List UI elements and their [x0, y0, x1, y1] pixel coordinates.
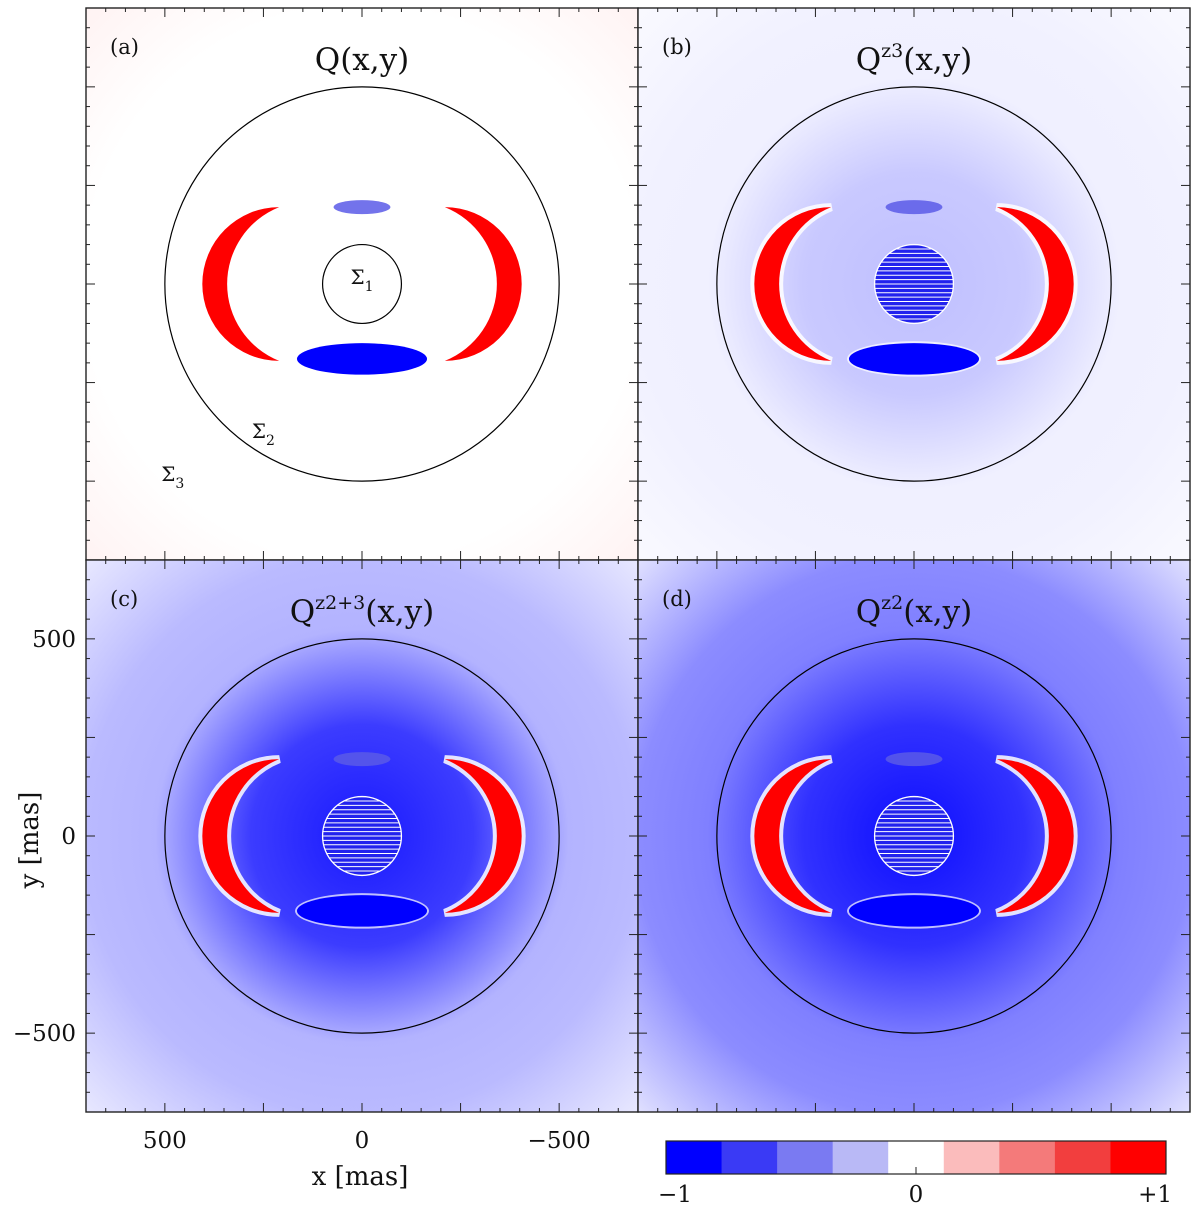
- region-subscript: 3: [175, 476, 184, 492]
- panel-title: Q(x,y): [315, 42, 409, 78]
- inner-boundary-circle: [321, 243, 403, 325]
- y-axis-label: y [mas]: [15, 792, 45, 890]
- outer-boundary-circle: [716, 638, 1112, 1034]
- outer-boundary-circle: [164, 86, 560, 482]
- colorbar-tick-label: −1: [658, 1182, 692, 1207]
- panel-title: Qz2+3(x,y): [290, 592, 435, 630]
- panel-label: (d): [662, 587, 692, 611]
- colorbar-swatch: [1054, 1141, 1111, 1174]
- right-red-crescent: [996, 207, 1074, 361]
- left-red-crescent: [754, 207, 832, 361]
- right-red-crescent: [996, 759, 1074, 913]
- region-label-Sigma1: Σ1: [350, 265, 373, 295]
- left-red-crescent: [754, 759, 832, 913]
- left-red-crescent: [202, 759, 280, 913]
- region-symbol: Σ: [161, 462, 175, 486]
- bottom-blue-lobe: [848, 895, 980, 927]
- left-red-crescent: [202, 207, 280, 361]
- title-base: Q: [290, 594, 315, 630]
- y-tick-label: 500: [32, 627, 76, 653]
- panel-d: (d) Qz2(x,y): [637, 559, 1191, 1113]
- region-symbol: Σ: [252, 419, 266, 443]
- colorbar-swatch: [832, 1141, 889, 1174]
- panel-ticks: [638, 8, 1190, 560]
- top-blue-arc: [333, 752, 391, 767]
- panel-c: (c) Qz2+3(x,y): [85, 559, 639, 1113]
- region-label-Sigma2: Σ2: [252, 419, 275, 449]
- y-tick-label: −500: [13, 1021, 76, 1047]
- colorbar-tick-label: +1: [1138, 1182, 1172, 1207]
- colorbar-swatch: [777, 1141, 834, 1174]
- bottom-blue-lobe: [296, 895, 428, 927]
- title-args: (x,y): [903, 594, 972, 630]
- right-red-crescent: [444, 759, 522, 913]
- title-base: Q: [315, 42, 340, 78]
- title-base: Q: [856, 594, 881, 630]
- bottom-blue-lobe: [296, 343, 428, 375]
- panel-ticks: [638, 560, 1190, 1112]
- panel-label: (a): [110, 35, 139, 59]
- x-tick-label: 0: [355, 1128, 370, 1154]
- region-label-Sigma3: Σ3: [161, 462, 184, 492]
- title-base: Q: [856, 42, 881, 78]
- title-args: (x,y): [903, 42, 972, 78]
- top-blue-arc: [885, 752, 943, 767]
- colorbar-swatch: [1110, 1141, 1167, 1174]
- x-tick-label: 500: [143, 1128, 187, 1154]
- x-tick-label: −500: [528, 1128, 591, 1154]
- top-blue-arc: [333, 200, 391, 215]
- right-red-crescent: [444, 207, 522, 361]
- region-symbol: Σ: [350, 265, 364, 289]
- inner-boundary-circle: [873, 795, 955, 877]
- panel-title: Qz2(x,y): [856, 592, 973, 630]
- colorbar: −1 0 +1: [658, 1140, 1172, 1207]
- panel-label: (c): [110, 587, 138, 611]
- title-superscript: z2: [881, 592, 903, 614]
- title-args: (x,y): [365, 594, 434, 630]
- inner-boundary-circle: [873, 243, 955, 325]
- region-subscript: 1: [365, 279, 374, 295]
- region-subscript: 2: [266, 433, 275, 449]
- colorbar-swatch: [666, 1141, 723, 1174]
- title-superscript: z2+3: [315, 592, 365, 614]
- top-blue-arc: [885, 200, 943, 215]
- colorbar-swatch: [943, 1141, 1000, 1174]
- bottom-blue-lobe: [848, 343, 980, 375]
- panel-title: Qz3(x,y): [856, 40, 973, 78]
- panel-label: (b): [662, 35, 692, 59]
- outer-boundary-circle: [164, 638, 560, 1034]
- outer-boundary-circle: [716, 86, 1112, 482]
- title-args: (x,y): [340, 42, 409, 78]
- title-superscript: z3: [881, 40, 903, 62]
- colorbar-swatch: [999, 1141, 1056, 1174]
- panel-b: (b) Qz3(x,y): [637, 7, 1191, 561]
- colorbar-swatch: [721, 1141, 778, 1174]
- halo-field: [86, 8, 638, 560]
- x-axis-label: x [mas]: [312, 1162, 409, 1192]
- inner-boundary-circle: [321, 795, 403, 877]
- colorbar-tick-label: 0: [909, 1182, 924, 1207]
- y-tick-label: 0: [61, 824, 76, 850]
